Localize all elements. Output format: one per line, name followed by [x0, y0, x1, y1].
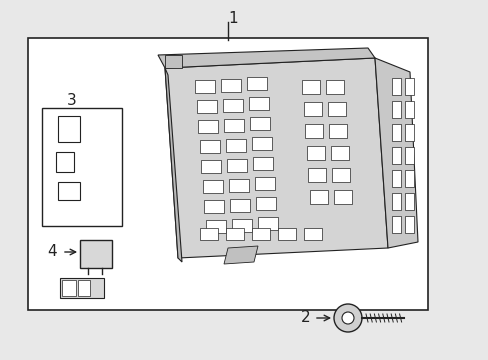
Polygon shape	[224, 246, 258, 264]
Bar	[222, 99, 242, 112]
Bar	[391, 193, 400, 210]
Bar	[303, 102, 321, 116]
Bar	[404, 147, 413, 164]
Bar	[391, 124, 400, 141]
Bar	[307, 168, 325, 182]
Bar	[60, 278, 104, 298]
Text: 3: 3	[67, 93, 77, 108]
Text: 4: 4	[47, 244, 57, 260]
Bar	[333, 190, 351, 204]
Bar	[226, 158, 246, 171]
Bar	[203, 200, 224, 213]
Polygon shape	[164, 68, 182, 262]
Bar	[228, 179, 248, 192]
Bar	[256, 197, 275, 210]
Bar	[229, 198, 249, 212]
Bar	[28, 38, 427, 310]
Bar	[330, 146, 348, 160]
Bar	[278, 228, 295, 240]
Bar	[325, 80, 343, 94]
Bar	[404, 170, 413, 187]
Bar	[327, 102, 345, 116]
Bar	[302, 80, 319, 94]
Bar	[249, 117, 269, 130]
Bar	[404, 124, 413, 141]
Text: 1: 1	[228, 10, 237, 26]
Bar	[202, 180, 222, 193]
Bar	[58, 182, 80, 200]
Bar	[391, 101, 400, 118]
Polygon shape	[374, 58, 417, 248]
Bar	[331, 168, 349, 182]
Bar	[304, 228, 321, 240]
Bar	[328, 124, 346, 138]
Bar	[391, 78, 400, 95]
Bar	[305, 124, 323, 138]
Bar	[201, 160, 221, 173]
Bar	[224, 118, 244, 131]
Bar	[198, 120, 218, 133]
Bar	[56, 152, 74, 172]
Bar	[404, 101, 413, 118]
Circle shape	[341, 312, 353, 324]
Bar	[246, 77, 266, 90]
Bar	[221, 78, 241, 91]
Bar	[251, 228, 269, 240]
Polygon shape	[164, 58, 387, 258]
Bar	[309, 190, 327, 204]
Bar	[391, 147, 400, 164]
Bar	[254, 177, 274, 190]
Bar	[200, 228, 218, 240]
Text: 2: 2	[301, 310, 310, 325]
Bar	[231, 219, 251, 231]
Bar	[248, 97, 268, 110]
Bar	[80, 240, 112, 268]
Bar	[199, 140, 219, 153]
Bar	[225, 228, 244, 240]
Circle shape	[333, 304, 361, 332]
Bar	[58, 116, 80, 142]
Bar	[62, 280, 76, 296]
Bar	[205, 220, 225, 233]
Polygon shape	[158, 48, 374, 68]
Bar	[404, 78, 413, 95]
Bar	[257, 217, 277, 230]
Bar	[196, 100, 216, 113]
Bar	[252, 157, 272, 170]
Bar	[404, 216, 413, 233]
Bar	[78, 280, 90, 296]
Polygon shape	[164, 55, 182, 68]
Bar	[391, 170, 400, 187]
Bar	[404, 193, 413, 210]
Bar	[225, 139, 245, 152]
Bar	[306, 146, 324, 160]
Bar	[42, 108, 122, 226]
Bar	[391, 216, 400, 233]
Bar	[251, 137, 271, 150]
Bar	[195, 80, 215, 93]
